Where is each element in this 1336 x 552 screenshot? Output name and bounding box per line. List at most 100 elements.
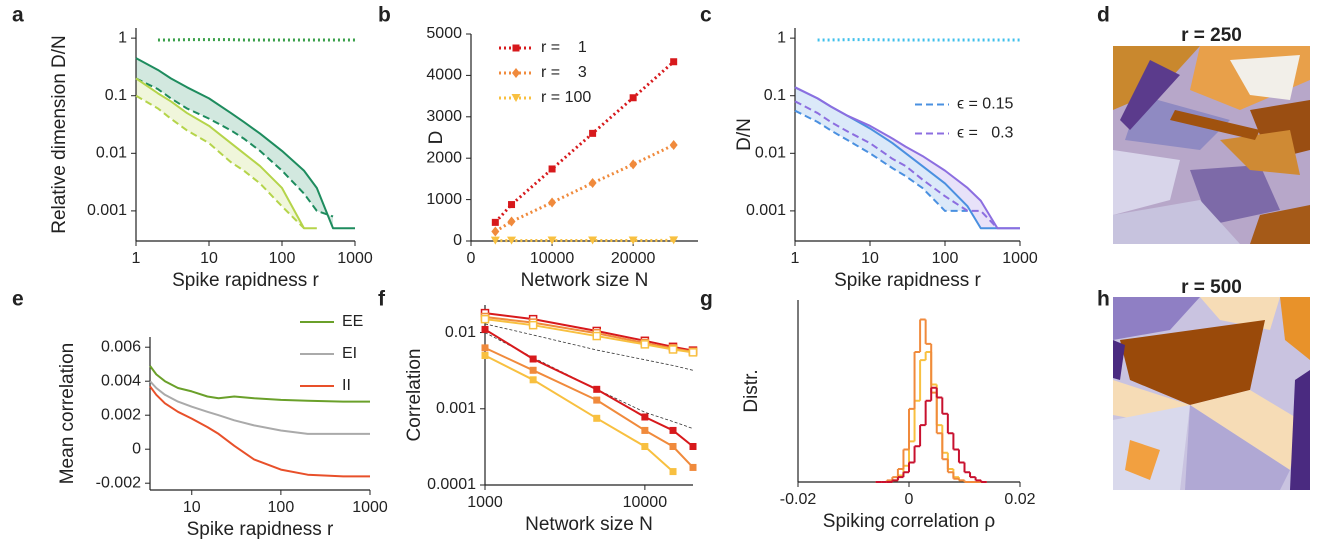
marker	[589, 178, 597, 188]
series-line	[495, 145, 673, 232]
attractor-image	[1113, 297, 1310, 490]
panel-label: f	[378, 288, 386, 311]
y-tick-label: -0.002	[96, 474, 141, 491]
x-tick-label: 0.02	[1004, 491, 1035, 508]
panel-label: b	[378, 4, 391, 27]
x-axis-label: Spike rapidness r	[834, 270, 981, 291]
marker	[491, 226, 499, 236]
panel-label: e	[12, 288, 24, 311]
marker	[492, 219, 499, 226]
marker	[548, 197, 556, 207]
y-tick-label: 0.1	[764, 87, 786, 104]
marker	[641, 427, 648, 434]
marker	[641, 414, 648, 421]
x-tick-label: 10000	[530, 250, 575, 267]
marker	[512, 68, 520, 78]
y-tick-label: 3000	[426, 108, 462, 125]
marker	[670, 468, 677, 475]
y-tick-label: 0.001	[87, 202, 127, 219]
marker	[670, 140, 678, 150]
marker	[508, 201, 515, 208]
marker	[549, 165, 556, 172]
y-tick-label: 4000	[426, 67, 462, 84]
marker	[690, 349, 697, 356]
series-line	[485, 319, 693, 352]
x-tick-label: 1000	[337, 250, 373, 267]
y-tick-label: 0	[132, 440, 141, 457]
marker	[530, 322, 537, 329]
image-title: r = 500	[1181, 277, 1242, 298]
x-tick-label: 10	[183, 499, 201, 516]
y-tick-label: 1	[118, 29, 127, 46]
y-tick-label: 0.01	[445, 324, 476, 341]
marker	[593, 415, 600, 422]
marker	[629, 159, 637, 169]
marker	[530, 367, 537, 374]
x-tick-label: 100	[268, 499, 295, 516]
y-tick-label: 0	[453, 232, 462, 249]
marker	[593, 397, 600, 404]
x-axis-label: Network size N	[525, 514, 653, 535]
x-tick-label: 100	[932, 250, 959, 267]
y-tick-label: 5000	[426, 25, 462, 42]
y-tick-label: 2000	[426, 149, 462, 166]
marker	[530, 355, 537, 362]
y-tick-label: 0.001	[746, 202, 786, 219]
y-tick-label: 1000	[426, 191, 462, 208]
x-tick-label: 10	[861, 250, 879, 267]
marker	[589, 130, 596, 137]
x-tick-label: 1	[132, 250, 141, 267]
y-tick-label: 0.0001	[427, 476, 476, 493]
x-tick-label: 1	[791, 250, 800, 267]
marker	[670, 58, 677, 65]
marker	[670, 427, 677, 434]
panel-label: c	[700, 4, 712, 27]
legend-label: EE	[342, 313, 363, 330]
y-axis-label: Distr.	[741, 369, 762, 412]
x-tick-label: 0	[905, 491, 914, 508]
x-tick-label: 1000	[467, 494, 503, 511]
marker	[593, 333, 600, 340]
marker	[670, 346, 677, 353]
marker	[530, 376, 537, 383]
y-axis-label: Mean correlation	[57, 343, 78, 485]
image-title: r = 250	[1181, 25, 1242, 46]
x-tick-label: -0.02	[780, 491, 817, 508]
legend-label: r = 3	[541, 64, 587, 81]
x-tick-label: 10	[200, 250, 218, 267]
y-tick-label: 0.01	[96, 145, 127, 162]
y-tick-label: 0.002	[101, 406, 141, 423]
marker	[690, 464, 697, 471]
panel-label: a	[12, 4, 24, 27]
series-line	[485, 348, 693, 468]
series-line	[150, 366, 370, 402]
marker	[482, 326, 489, 333]
marker	[630, 94, 637, 101]
x-axis-label: Network size N	[521, 270, 649, 291]
y-tick-label: 0.006	[101, 338, 141, 355]
band-fill	[795, 87, 968, 211]
marker	[641, 341, 648, 348]
marker	[690, 443, 697, 450]
marker	[641, 443, 648, 450]
marker	[670, 443, 677, 450]
legend-label: ϵ = 0.3	[957, 125, 1014, 142]
legend-label: r = 1	[541, 39, 587, 56]
x-axis-label: Spike rapidness r	[187, 519, 334, 540]
marker	[482, 316, 489, 323]
panel-label: d	[1097, 4, 1110, 27]
panel-label: h	[1097, 288, 1110, 311]
y-tick-label: 0.001	[436, 400, 476, 417]
marker	[508, 217, 516, 227]
attractor-image	[1113, 46, 1310, 244]
series-line	[495, 62, 673, 223]
marker	[482, 352, 489, 359]
x-axis-label: Spiking correlation ρ	[823, 511, 996, 532]
marker	[482, 344, 489, 351]
legend-label: EI	[342, 345, 357, 362]
y-tick-label: 1	[777, 29, 786, 46]
band-fill	[136, 58, 333, 228]
x-tick-label: 100	[269, 250, 296, 267]
x-axis-label: Spike rapidness r	[172, 270, 319, 291]
